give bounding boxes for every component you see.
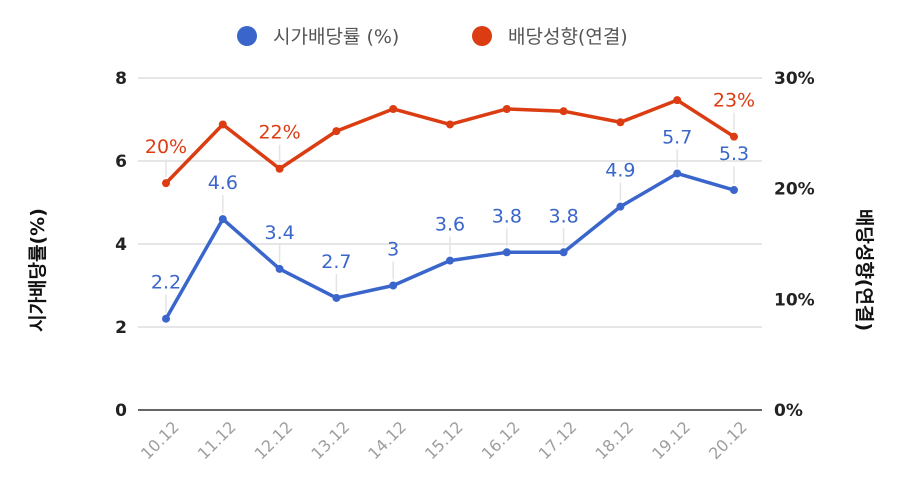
data-point [673,96,682,105]
left-tick-label: 2 [115,318,127,338]
data-point [332,127,341,136]
data-point [502,248,511,257]
data-labels: 2.2 4.6 3.4 2.7 3 3.6 3.8 3.8 4.9 5.7 5.3 20% 22% 23% [145,90,755,294]
data-point [162,314,170,323]
data-label: 5.7 [662,126,692,148]
data-point [616,202,625,211]
x-tick-label: 11.12 [194,417,240,463]
left-tick-label: 4 [115,235,127,255]
data-point [332,293,341,302]
x-tick-label: 20.12 [705,417,751,463]
data-point [275,264,284,273]
legend-label-payout-ratio[interactable]: 배당성향(연결) [508,26,628,48]
data-point [446,120,454,129]
data-label: 3.6 [435,214,465,236]
data-point [559,107,568,116]
left-axis-title: 시가배당률(%) [27,208,49,332]
x-tick-label: 15.12 [421,417,467,463]
legend-dot-payout-ratio [472,26,492,46]
left-tick-label: 6 [115,152,127,172]
data-label: 3 [387,239,399,261]
data-point [559,248,568,257]
data-point [446,256,454,265]
data-point [730,186,738,195]
right-axis-ticks: 0% 10% 20% 30% [774,69,815,421]
data-label-leaders [165,112,735,313]
right-tick-label: 10% [774,290,815,310]
right-tick-label: 30% [774,69,815,89]
legend-label-dividend-yield[interactable]: 시가배당률 (%) [273,26,399,48]
left-tick-label: 0 [115,401,127,421]
series-lines [162,96,738,323]
data-label: 2.2 [151,272,181,294]
x-tick-label: 17.12 [535,417,581,463]
right-tick-label: 0% [774,401,803,421]
left-axis-ticks: 0 2 4 6 8 [115,69,127,421]
x-tick-label: 12.12 [251,417,297,463]
data-label: 22% [258,122,300,144]
legend-dot-dividend-yield [237,26,257,46]
right-tick-label: 20% [774,180,815,200]
left-tick-label: 8 [115,69,127,89]
data-label: 23% [713,90,755,112]
data-label: 3.4 [264,222,294,244]
x-tick-label: 19.12 [648,417,694,463]
data-point [730,132,738,141]
data-point [389,281,398,290]
x-tick-label: 16.12 [478,417,524,463]
x-tick-label: 18.12 [591,417,637,463]
data-label: 3.8 [492,205,522,227]
x-axis-ticks: 10.12 11.12 12.12 13.12 14.12 15.12 16.12 17.12… [137,417,751,463]
data-point [389,104,398,113]
x-tick-label: 14.12 [364,417,410,463]
data-label: 4.6 [208,172,238,194]
data-point [218,215,227,224]
series-line-1 [164,98,736,185]
right-axis-title: 배당성향(연결) [853,209,875,331]
data-point [616,118,625,127]
x-tick-label: 10.12 [137,417,183,463]
data-point [275,164,284,173]
data-point [502,104,511,113]
data-label: 2.7 [321,251,351,273]
data-point [162,179,170,188]
data-label: 3.8 [548,205,578,227]
x-tick-label: 13.12 [307,417,353,463]
data-label: 5.3 [719,143,749,165]
legend: 시가배당률 (%) 배당성향(연결) [237,26,628,48]
data-label: 4.9 [605,160,635,182]
data-point [218,120,227,129]
data-label: 20% [145,136,187,158]
data-point [673,169,682,178]
